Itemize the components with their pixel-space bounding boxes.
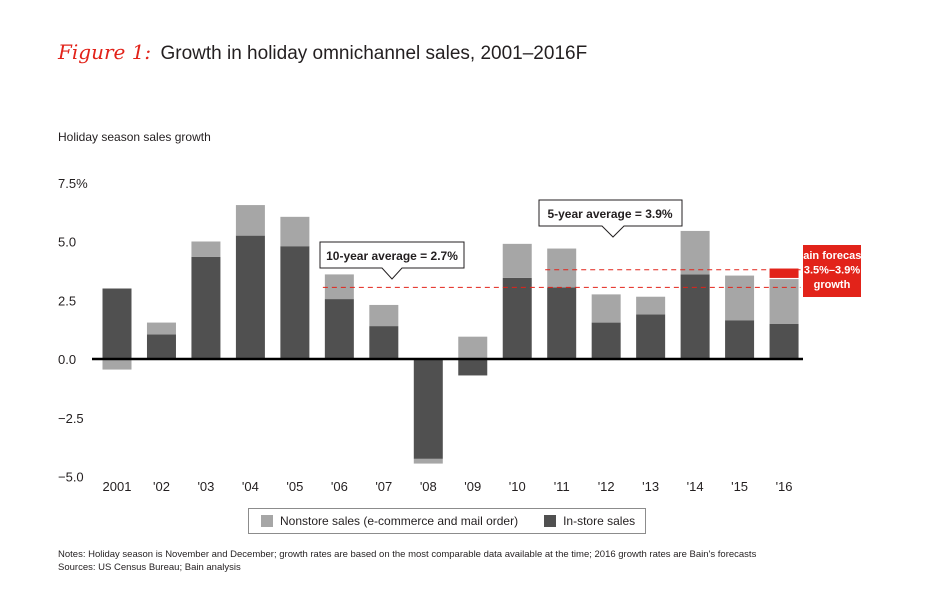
- bar-nonstore: [725, 275, 755, 321]
- bar-instore: [725, 320, 755, 359]
- x-tick-label: '05: [286, 479, 303, 494]
- forecast-callout-label: 3.5%–3.9%: [804, 265, 860, 277]
- x-tick-label: '11: [554, 479, 570, 494]
- y-tick-label: −2.5: [58, 411, 84, 426]
- bar-nonstore: [369, 304, 399, 327]
- bar-instore: [502, 277, 532, 359]
- x-tick-label: '09: [464, 479, 481, 494]
- bar-instore: [458, 359, 488, 376]
- bar-nonstore: [146, 322, 176, 335]
- legend-item-instore: In-store sales: [532, 514, 635, 528]
- x-tick-label: '12: [598, 479, 615, 494]
- bar-instore: [280, 246, 310, 359]
- bar-nonstore: [413, 458, 443, 464]
- forecast-range-bar: [769, 268, 799, 278]
- legend-swatch-instore: [544, 515, 557, 527]
- figure-label: Figure 1:: [58, 40, 152, 64]
- y-tick-label: 7.5%: [58, 176, 88, 191]
- sources-text: Sources: US Census Bureau; Bain analysis: [58, 562, 241, 573]
- bar-instore: [680, 274, 710, 359]
- legend-label-instore: In-store sales: [563, 514, 636, 528]
- y-tick-label: 2.5: [58, 293, 76, 308]
- x-tick-label: '06: [331, 479, 348, 494]
- bar-instore: [769, 323, 799, 359]
- forecast-callout-label: growth: [814, 279, 851, 291]
- bar-instore: [191, 256, 221, 359]
- notes-text: Notes: Holiday season is November and De…: [58, 549, 757, 560]
- bar-instore: [102, 288, 132, 359]
- five-year-average-callout: [538, 199, 683, 238]
- bar-nonstore: [591, 294, 621, 323]
- x-tick-label: '15: [731, 479, 748, 494]
- forecast-callout-box: [803, 245, 861, 297]
- ten-year-average-label: 10-year average = 2.7%: [326, 249, 458, 263]
- bar-nonstore: [280, 216, 310, 247]
- x-tick-label: '10: [509, 479, 526, 494]
- legend-item-nonstore: Nonstore sales (e-commerce and mail orde…: [249, 514, 518, 528]
- bar-nonstore: [680, 230, 710, 275]
- bar-instore: [146, 334, 176, 359]
- x-tick-label: '03: [197, 479, 214, 494]
- x-tick-label: '08: [420, 479, 437, 494]
- notes-block: Notes: Holiday season is November and De…: [58, 548, 756, 574]
- x-tick-label: '02: [153, 479, 170, 494]
- bar-nonstore: [769, 279, 799, 324]
- bar-nonstore: [502, 243, 532, 278]
- chart-legend: Nonstore sales (e-commerce and mail orde…: [248, 508, 646, 534]
- bar-instore: [413, 359, 443, 459]
- bar-nonstore: [636, 296, 666, 315]
- bar-nonstore: [102, 359, 132, 370]
- x-tick-label: '13: [642, 479, 659, 494]
- ten-year-average-callout: [319, 241, 465, 280]
- x-tick-label: '14: [687, 479, 704, 494]
- bar-instore: [369, 326, 399, 359]
- x-tick-label: '04: [242, 479, 259, 494]
- y-tick-label: −5.0: [58, 470, 84, 485]
- x-tick-label: '07: [375, 479, 392, 494]
- bar-nonstore: [191, 241, 221, 257]
- five-year-average-label: 5-year average = 3.9%: [547, 207, 672, 221]
- bar-instore: [636, 314, 666, 359]
- bar-instore: [235, 235, 265, 359]
- bar-instore: [324, 299, 354, 359]
- forecast-callout-label: Bain forecast:: [795, 250, 868, 262]
- legend-swatch-nonstore: [261, 515, 273, 527]
- bar-nonstore: [324, 274, 354, 300]
- x-tick-label: 2001: [103, 479, 132, 494]
- bar-nonstore: [458, 336, 488, 359]
- y-tick-label: 5.0: [58, 235, 76, 250]
- y-axis-label: Holiday season sales growth: [58, 130, 211, 144]
- bar-instore: [591, 322, 621, 359]
- legend-label-nonstore: Nonstore sales (e-commerce and mail orde…: [280, 514, 519, 528]
- y-tick-label: 0.0: [58, 352, 76, 367]
- figure-title: Figure 1: Growth in holiday omnichannel …: [58, 40, 587, 65]
- bar-instore: [547, 287, 577, 359]
- chart-title: Growth in holiday omnichannel sales, 200…: [160, 43, 588, 64]
- x-tick-label: '16: [776, 479, 793, 494]
- bar-nonstore: [235, 205, 265, 236]
- bar-nonstore: [547, 248, 577, 288]
